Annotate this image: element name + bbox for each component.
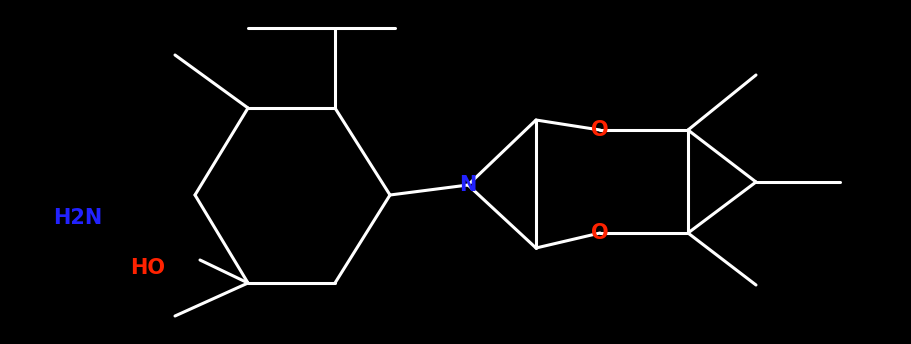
Text: O: O bbox=[591, 223, 609, 243]
Text: N: N bbox=[459, 175, 476, 195]
Text: H2N: H2N bbox=[54, 208, 103, 228]
Text: HO: HO bbox=[130, 258, 166, 278]
Text: O: O bbox=[591, 120, 609, 140]
